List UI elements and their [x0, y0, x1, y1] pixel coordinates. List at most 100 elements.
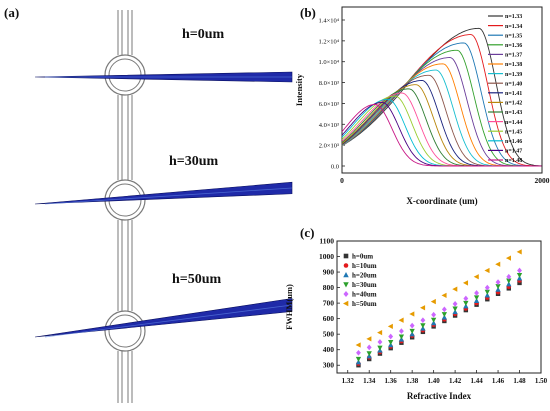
data-point — [420, 323, 426, 329]
data-point — [463, 300, 469, 306]
data-point — [473, 274, 479, 280]
data-point — [377, 345, 383, 351]
y-tick-label: 300 — [323, 361, 335, 370]
legend-label: n=1.40 — [505, 81, 522, 87]
data-point — [484, 289, 490, 295]
legend-marker — [343, 282, 349, 288]
data-point — [409, 322, 415, 329]
y-tick-label: 1.0×10⁴ — [318, 59, 339, 66]
data-point — [484, 292, 490, 298]
data-point — [409, 328, 415, 334]
data-point — [398, 317, 404, 323]
data-point — [409, 311, 415, 317]
legend-label: h=10um — [352, 262, 377, 270]
data-point — [430, 317, 437, 323]
data-point — [506, 281, 512, 287]
chart-b-legend: n=1.33 n=1.34 n=1.35 n=1.36 n=1.37 n=1.38 n=1.… — [488, 14, 522, 164]
chart-b-y-axis: 0.0 2.0×10³ 4.0×10³ 6.0×10³ 8.0×10³ 1.0×10⁴ 1.… — [318, 18, 345, 171]
x-tick-label: 1.44 — [470, 377, 483, 385]
data-point — [463, 295, 469, 302]
chart-c-xlabel: Refractive Index — [407, 391, 472, 401]
legend-label: n=1.37 — [505, 53, 522, 59]
y-tick-label: 2.0×10³ — [319, 143, 339, 150]
data-point — [366, 351, 372, 357]
data-point — [516, 249, 522, 255]
y-tick-label: 500 — [323, 330, 335, 339]
data-point — [495, 284, 501, 290]
chart-c-frame — [336, 240, 542, 374]
panel-a: (a) h=0um h=30um h=50um — [4, 5, 293, 403]
data-point — [388, 333, 394, 340]
y-tick-label: 400 — [323, 345, 335, 354]
y-tick-label: 1000 — [319, 252, 334, 261]
x-tick-label: 1.46 — [492, 377, 505, 385]
data-point — [484, 284, 490, 291]
y-tick-label: 1.2×10⁴ — [318, 38, 339, 45]
x-tick-label: 1.34 — [363, 377, 376, 385]
x-tick-label: 1.36 — [385, 377, 398, 385]
beam-highlight — [44, 304, 293, 338]
data-point — [495, 286, 501, 292]
ring-outer — [104, 310, 146, 352]
light-beam — [34, 181, 293, 205]
panel-label-a: (a) — [4, 5, 19, 20]
data-point — [462, 280, 469, 286]
legend-label: n=1.48 — [505, 158, 522, 164]
data-point — [431, 311, 437, 318]
data-point — [441, 306, 447, 313]
data-point — [366, 336, 372, 342]
legend-marker — [343, 253, 349, 259]
x-tick-label: 1.38 — [406, 377, 419, 385]
caption-h50: h=50um — [172, 272, 222, 287]
light-beams — [34, 71, 293, 338]
intensity-curve — [341, 104, 542, 167]
legend-label: n=1.34 — [505, 24, 522, 30]
data-point — [484, 267, 490, 274]
chart-b-xlabel: X-coordinate (um) — [406, 196, 477, 206]
panel-label-b: (b) — [300, 5, 316, 20]
beam-highlight — [44, 187, 293, 205]
chart-b-series — [341, 27, 542, 167]
legend-label: n=1.35 — [505, 33, 522, 39]
x-tick-label: 1.32 — [342, 377, 355, 385]
legend-label: h=30um — [352, 281, 377, 289]
data-point — [387, 323, 393, 330]
y-tick-label: 800 — [323, 283, 335, 292]
chart-b-frame — [341, 6, 543, 174]
data-point — [506, 278, 512, 284]
data-point — [420, 317, 426, 324]
panel-b: (b) 0.0 2.0×10³ 4.0×10³ 6.0×10³ 8.0×10³ 1.0×1… — [294, 5, 550, 206]
data-point — [495, 279, 501, 286]
data-point — [452, 306, 458, 312]
legend-label: n=1.47 — [505, 149, 522, 155]
data-point — [441, 312, 448, 318]
data-point — [377, 329, 383, 336]
legend-marker — [343, 300, 349, 307]
legend-label: n=1.33 — [505, 14, 522, 20]
legend-marker — [343, 272, 349, 278]
y-tick-label: 6.0×10³ — [319, 101, 339, 108]
chart-c-series — [355, 249, 523, 368]
chart-c-ylabel: FWHM(um) — [284, 284, 294, 330]
waveguide-structure — [104, 10, 146, 403]
data-point — [356, 349, 361, 356]
legend-label: n=1.44 — [505, 120, 522, 126]
legend-label: n=1.46 — [505, 139, 522, 145]
caption-h0: h=0um — [182, 27, 225, 42]
legend-label: n=1.39 — [505, 72, 522, 78]
legend-marker — [343, 263, 349, 268]
y-tick-label: 700 — [323, 299, 335, 308]
data-point — [398, 334, 405, 340]
data-point — [430, 298, 436, 305]
y-tick-label: 1100 — [319, 237, 334, 246]
legend-label: h=20um — [352, 272, 377, 280]
caption-h30: h=30um — [169, 154, 219, 169]
y-tick-label: 0.0 — [331, 164, 339, 171]
data-point — [355, 356, 362, 362]
chart-c-x-axis: 1.32 1.34 1.36 1.38 1.40 1.42 1.44 1.46 1.48 1.50 — [342, 370, 548, 385]
legend-label: h=50um — [352, 300, 377, 308]
x-tick-label: 1.48 — [513, 377, 526, 385]
data-point — [452, 309, 458, 315]
